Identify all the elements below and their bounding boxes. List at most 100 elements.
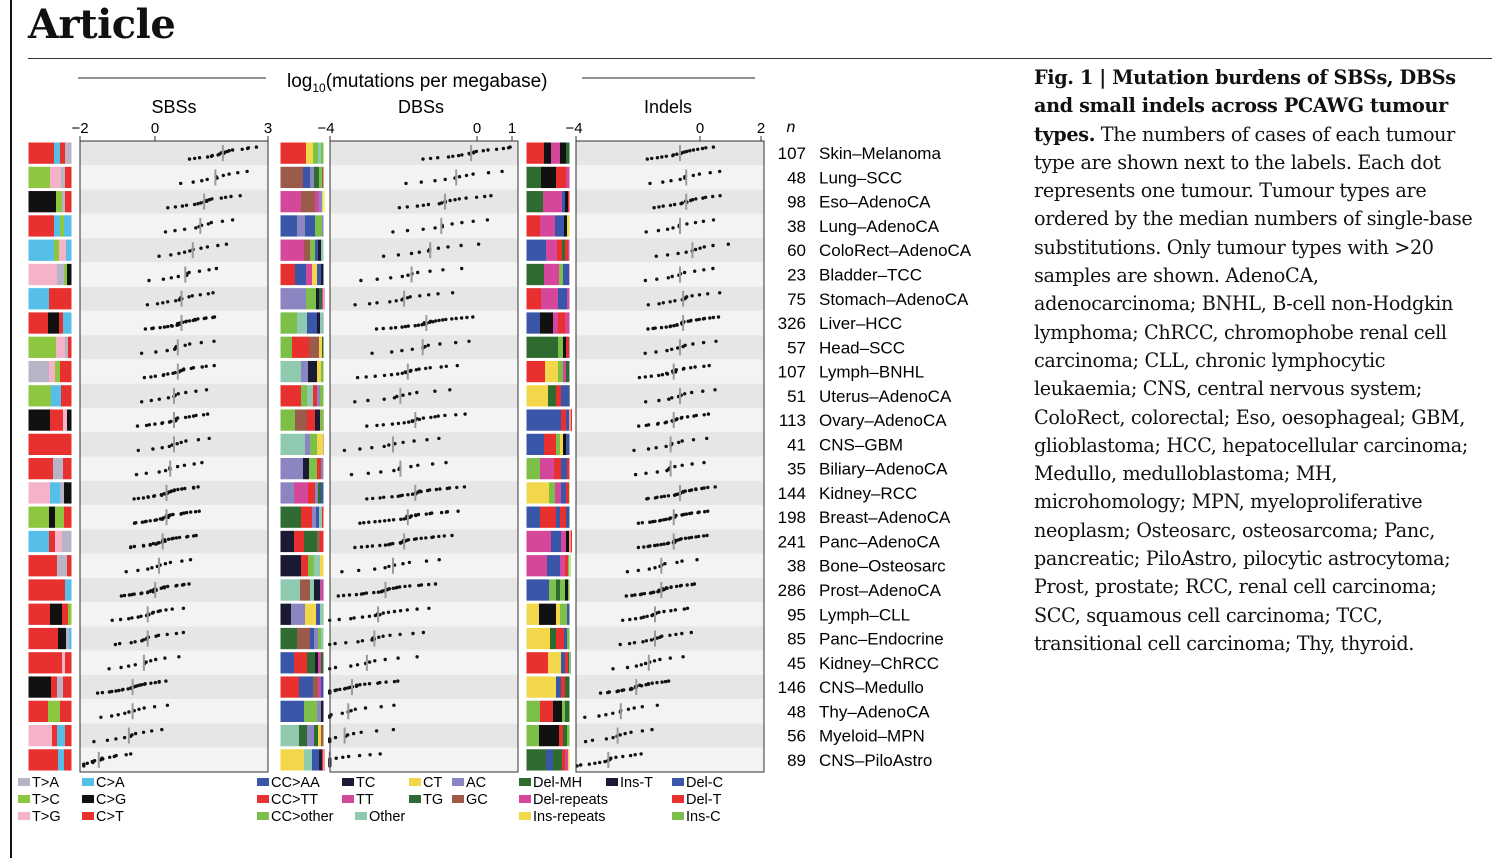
tumour-label: Lymph–BNHL	[819, 363, 924, 382]
spectrum-segment	[567, 287, 570, 310]
tumour-dot	[431, 535, 435, 539]
tumour-n: 56	[787, 727, 806, 746]
tumour-dot	[212, 363, 216, 368]
spectrum-dbs-8	[279, 335, 325, 359]
spectrum-segment	[303, 166, 310, 189]
spectrum-segment	[310, 627, 314, 650]
tumour-dot	[683, 343, 687, 347]
legend-item-indel: Del-C	[672, 775, 723, 791]
tumour-dot	[363, 682, 367, 686]
spectrum-segment	[280, 481, 294, 505]
tumour-dot	[392, 468, 396, 473]
legend-label: T>G	[32, 809, 61, 825]
tumour-label: Thy–AdenoCA	[819, 702, 930, 721]
spectrum-segment	[313, 384, 317, 407]
spectrum-segment	[314, 724, 318, 747]
spectrum-segment	[295, 263, 306, 286]
spectrum-segment	[565, 651, 568, 674]
spectrum-segment	[28, 578, 49, 602]
spectrum-sbs-10	[27, 384, 73, 408]
spectrum-segment	[50, 603, 62, 626]
spectrum-sbs-6	[27, 287, 73, 311]
spectrum-segment	[566, 336, 569, 359]
legend-label: T>A	[32, 775, 59, 791]
spectrum-segment	[28, 675, 51, 699]
spectrum-segment	[542, 336, 558, 359]
tumour-dot	[176, 392, 180, 396]
tumour-label: Bladder–TCC	[819, 265, 922, 284]
tumour-dot	[220, 219, 225, 223]
spectrum-dbs-7	[279, 311, 325, 335]
spectrum-segment	[280, 457, 303, 480]
tumour-dot	[696, 534, 701, 539]
spectrum-frame	[279, 748, 325, 772]
tumour-dot	[691, 438, 696, 442]
spectrum-sbs-18	[27, 578, 73, 602]
tumour-dot	[405, 608, 409, 612]
tumour-dot	[682, 512, 686, 517]
tumour-dot	[459, 316, 464, 320]
spectrum-segment	[62, 603, 68, 626]
spectrum-segment	[297, 214, 305, 238]
tumour-dot	[694, 535, 698, 539]
legend-item-sbs: T>A	[18, 775, 59, 791]
row-stripe-indel	[576, 602, 764, 627]
tumour-dot	[123, 711, 127, 715]
tumour-dot	[682, 366, 686, 371]
tumour-dot	[694, 197, 698, 201]
legend-item-dbs: TG	[409, 792, 443, 808]
legend-item-dbs: CT	[409, 775, 442, 791]
row-stripes	[80, 141, 764, 773]
tumour-dot	[697, 172, 702, 176]
legend-label: Ins-repeats	[533, 809, 606, 825]
spectrum-segment	[314, 700, 317, 723]
row-stripe-indel	[576, 238, 764, 263]
legend-label: Ins-C	[686, 809, 721, 825]
tumour-dot	[197, 156, 202, 160]
tumour-dot	[415, 204, 420, 208]
spectrum-segment	[539, 603, 556, 626]
spectrum-dbs-4	[279, 238, 325, 262]
tumour-dot	[127, 710, 131, 714]
spectrum-segment	[526, 724, 539, 747]
legend-swatch	[672, 795, 684, 803]
tumour-dot	[389, 276, 393, 280]
tumour-dot	[407, 560, 412, 565]
tumour-dot	[373, 520, 377, 524]
spectrum-segment	[310, 433, 317, 456]
tumour-dot	[92, 759, 97, 763]
row-stripe-indel	[576, 480, 764, 506]
tumour-dot	[157, 541, 161, 545]
caption-body: The numbers of cases of each tumour type…	[1034, 122, 1473, 655]
legend-item-dbs: CC>TT	[257, 792, 318, 808]
tumour-dot	[680, 439, 684, 443]
spectrum-segment	[309, 336, 313, 359]
tumour-dot	[136, 568, 140, 573]
spectrum-segment	[559, 263, 563, 286]
tumour-dot	[659, 325, 664, 330]
tumour-dot	[159, 493, 163, 497]
tumour-dot	[194, 533, 198, 538]
tumour-dot	[628, 753, 633, 758]
spectrum-segment	[280, 578, 300, 602]
tumour-dot	[447, 486, 452, 490]
tumour-dot	[409, 251, 414, 256]
spectrum-segment	[295, 408, 307, 432]
tumour-dot	[652, 206, 656, 210]
row-stripe-sbs	[80, 456, 268, 481]
spectrum-dbs-13	[279, 457, 325, 481]
spectrum-frame	[27, 505, 73, 529]
tumour-dot	[474, 149, 479, 154]
tumour-dot	[653, 543, 657, 548]
tumour-dot	[391, 541, 395, 546]
tumour-dot	[664, 517, 668, 521]
spectrum-segment	[545, 360, 558, 383]
tumour-dot	[134, 472, 139, 477]
spectrum-frame	[525, 141, 571, 165]
tumour-dot	[205, 245, 210, 249]
tumour-dot	[176, 274, 180, 279]
tumour-dot	[352, 616, 356, 620]
tumour-dot	[360, 615, 365, 619]
tumour-dot	[633, 472, 638, 477]
